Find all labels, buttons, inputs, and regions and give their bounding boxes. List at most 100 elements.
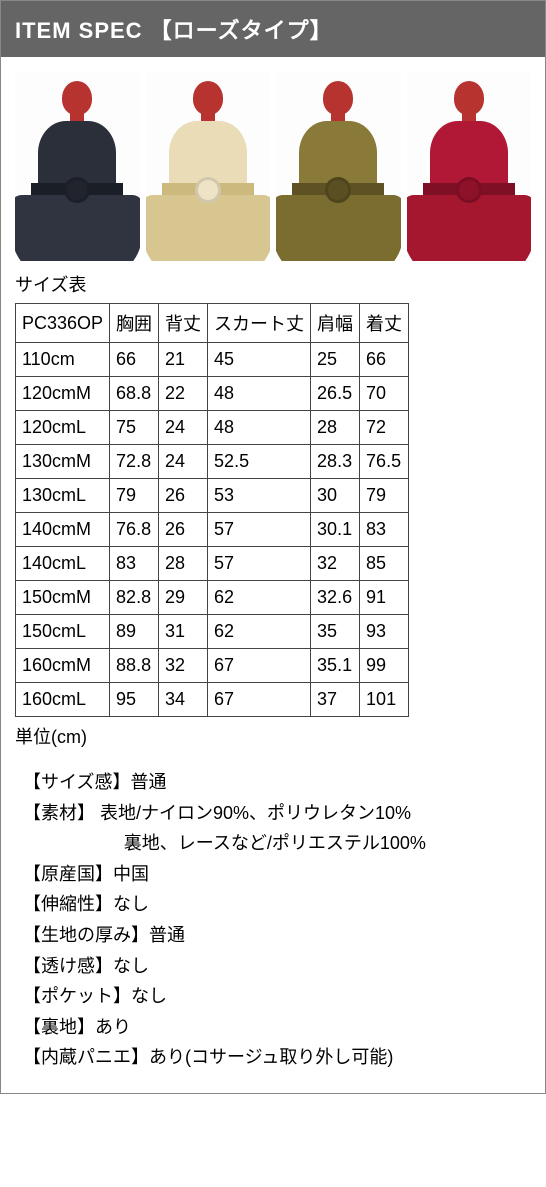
rose-icon [195, 177, 221, 203]
rose-icon [325, 177, 351, 203]
spec-list: 【サイズ感】普通 【素材】 表地/ナイロン90%、ポリウレタン10%裏地、レースな… [1, 763, 545, 1093]
size-cell: 70 [360, 377, 409, 411]
size-cell: 62 [208, 581, 311, 615]
size-cell: 45 [208, 343, 311, 377]
rose-icon [64, 177, 90, 203]
spec-value: なし [113, 894, 149, 914]
spec-line: 裏地、レースなど/ポリエステル100% [23, 828, 527, 859]
size-cell: 83 [360, 513, 409, 547]
size-cell: 53 [208, 479, 311, 513]
size-cell: 28 [159, 547, 208, 581]
size-cell: 34 [159, 683, 208, 717]
size-cell: 150cmM [16, 581, 110, 615]
size-cell: 62 [208, 615, 311, 649]
size-cell: 66 [110, 343, 159, 377]
size-cell: 120cmL [16, 411, 110, 445]
spec-value: 中国 [113, 864, 149, 884]
size-cell: 29 [159, 581, 208, 615]
size-table-label: サイズ表 [1, 269, 545, 303]
table-row: 160cmL95346737101 [16, 683, 409, 717]
spec-value: あり [95, 1017, 131, 1037]
size-cell: 89 [110, 615, 159, 649]
size-cell: 57 [208, 547, 311, 581]
header-title: ITEM SPEC 【ローズタイプ】 [15, 18, 333, 43]
size-cell: 110cm [16, 343, 110, 377]
size-cell: 88.8 [110, 649, 159, 683]
size-cell: 82.8 [110, 581, 159, 615]
table-row: 150cmL8931623593 [16, 615, 409, 649]
color-thumb [276, 71, 401, 261]
size-cell: 32 [311, 547, 360, 581]
size-cell: 28.3 [311, 445, 360, 479]
spec-label: 【透け感】 [23, 956, 113, 976]
size-cell: 99 [360, 649, 409, 683]
size-cell: 48 [208, 411, 311, 445]
size-cell: 140cmL [16, 547, 110, 581]
spec-value: 普通 [149, 925, 185, 945]
size-cell: 95 [110, 683, 159, 717]
size-cell: 26 [159, 513, 208, 547]
size-col-header: スカート丈 [208, 304, 311, 343]
spec-line: 【透け感】なし [23, 951, 527, 982]
size-col-header: 胸囲 [110, 304, 159, 343]
size-cell: 72.8 [110, 445, 159, 479]
mannequin-head-icon [62, 81, 92, 115]
size-unit: 単位(cm) [1, 721, 545, 763]
size-col-header: 肩幅 [311, 304, 360, 343]
dress-skirt [15, 195, 140, 261]
size-cell: 75 [110, 411, 159, 445]
size-cell: 160cmL [16, 683, 110, 717]
table-row: 150cmM82.8296232.691 [16, 581, 409, 615]
spec-value: なし [113, 956, 149, 976]
spec-label: 【ポケット】 [23, 986, 131, 1006]
size-cell: 150cmL [16, 615, 110, 649]
size-cell: 83 [110, 547, 159, 581]
header-bar: ITEM SPEC 【ローズタイプ】 [1, 1, 545, 57]
size-cell: 93 [360, 615, 409, 649]
spec-line: 【素材】 表地/ナイロン90%、ポリウレタン10% [23, 798, 527, 829]
spec-line: 【ポケット】なし [23, 981, 527, 1012]
spec-label: 【サイズ感】 [23, 772, 130, 792]
table-row: 130cmL7926533079 [16, 479, 409, 513]
spec-line: 【裏地】あり [23, 1012, 527, 1043]
dress-skirt [146, 195, 271, 261]
size-cell: 30.1 [311, 513, 360, 547]
rose-icon [456, 177, 482, 203]
size-cell: 26 [159, 479, 208, 513]
dress-skirt [276, 195, 401, 261]
size-table-header-row: PC336OP胸囲背丈スカート丈肩幅着丈 [16, 304, 409, 343]
size-cell: 52.5 [208, 445, 311, 479]
size-cell: 57 [208, 513, 311, 547]
size-cell: 130cmL [16, 479, 110, 513]
spec-label: 【伸縮性】 [23, 894, 113, 914]
size-cell: 91 [360, 581, 409, 615]
spec-label: 【生地の厚み】 [23, 925, 149, 945]
size-cell: 120cmM [16, 377, 110, 411]
mannequin-head-icon [454, 81, 484, 115]
spec-line: 【生地の厚み】普通 [23, 920, 527, 951]
size-cell: 76.5 [360, 445, 409, 479]
size-table: PC336OP胸囲背丈スカート丈肩幅着丈 110cm6621452566120c… [15, 303, 409, 717]
spec-label: 【素材】 [23, 803, 95, 823]
table-row: 130cmM72.82452.528.376.5 [16, 445, 409, 479]
size-cell: 22 [159, 377, 208, 411]
spec-value: あり(コサージュ取り外し可能) [149, 1047, 393, 1067]
spec-line: 【伸縮性】なし [23, 889, 527, 920]
size-cell: 160cmM [16, 649, 110, 683]
spec-line: 【原産国】中国 [23, 859, 527, 890]
size-cell: 37 [311, 683, 360, 717]
size-cell: 48 [208, 377, 311, 411]
size-cell: 32.6 [311, 581, 360, 615]
table-row: 120cmL7524482872 [16, 411, 409, 445]
size-cell: 67 [208, 649, 311, 683]
size-cell: 85 [360, 547, 409, 581]
spec-label: 【裏地】 [23, 1017, 95, 1037]
size-cell: 31 [159, 615, 208, 649]
size-cell: 30 [311, 479, 360, 513]
size-cell: 32 [159, 649, 208, 683]
size-cell: 25 [311, 343, 360, 377]
table-row: 140cmL8328573285 [16, 547, 409, 581]
size-cell: 101 [360, 683, 409, 717]
size-cell: 140cmM [16, 513, 110, 547]
size-cell: 24 [159, 411, 208, 445]
